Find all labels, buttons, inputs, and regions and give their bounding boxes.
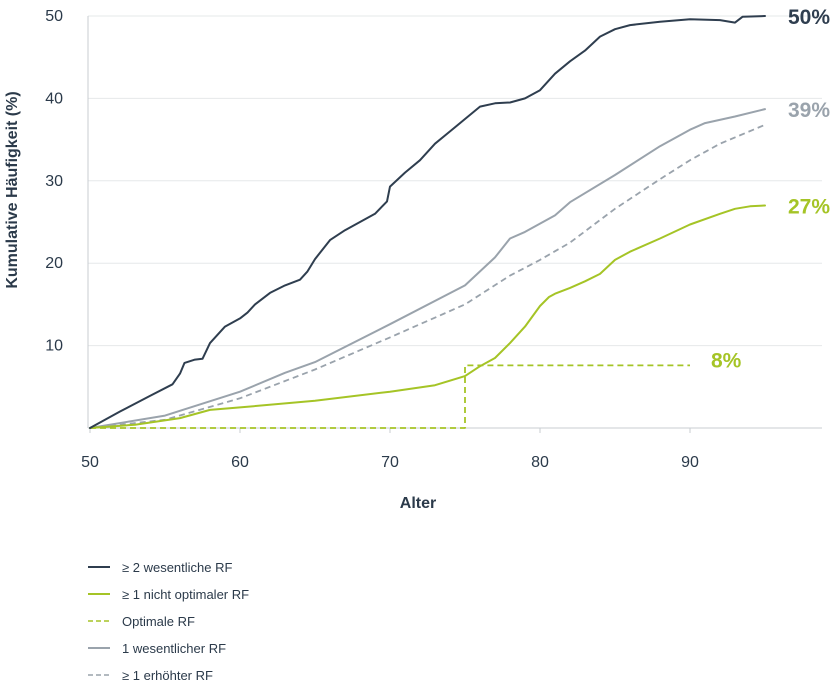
series-layer <box>89 15 766 429</box>
legend-label: ≥ 1 erhöhter RF <box>122 668 213 683</box>
legend-label: ≥ 2 wesentliche RF <box>122 560 233 575</box>
x-tick-label: 50 <box>81 454 99 471</box>
grid-lines <box>88 15 822 347</box>
series-line <box>89 123 766 429</box>
series-end-label: 8% <box>711 349 742 372</box>
series-line <box>89 204 766 429</box>
y-tick-label: 10 <box>45 338 63 355</box>
legend-label: Optimale RF <box>122 614 195 629</box>
y-tick-label: 50 <box>45 8 63 25</box>
series-end-label: 39% <box>788 99 830 122</box>
series-end-label: 50% <box>788 6 830 29</box>
y-axis-title: Kumulative Häufigkeit (%) <box>4 91 21 288</box>
x-tick-label: 90 <box>681 454 699 471</box>
axes: 10 20 30 40 50 50 60 70 80 90 <box>45 8 822 471</box>
x-tick-label: 80 <box>531 454 549 471</box>
series-line <box>89 108 766 429</box>
legend-label: ≥ 1 nicht optimaler RF <box>122 587 249 602</box>
series-line <box>90 364 690 429</box>
x-axis-title: Alter <box>400 495 436 512</box>
series-line <box>89 15 766 429</box>
y-tick-label: 40 <box>45 90 63 107</box>
y-tick-label: 20 <box>45 255 63 272</box>
end-labels: 50% 27% 8% 39% <box>711 6 830 372</box>
legend: ≥ 2 wesentliche RF ≥ 1 nicht optimaler RF… <box>88 560 249 683</box>
series-end-label: 27% <box>788 196 830 219</box>
x-tick-label: 60 <box>231 454 249 471</box>
x-tick-label: 70 <box>381 454 399 471</box>
y-tick-label: 30 <box>45 173 63 190</box>
legend-label: 1 wesentlicher RF <box>122 641 226 656</box>
